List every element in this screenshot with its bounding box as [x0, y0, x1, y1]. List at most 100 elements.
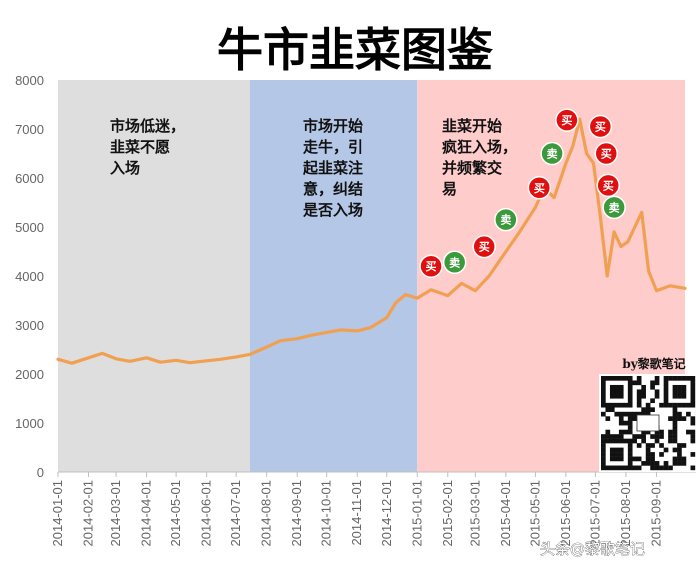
qr-module	[681, 389, 687, 395]
qr-module	[668, 416, 673, 421]
qr-module	[690, 380, 696, 386]
qr-module	[672, 425, 678, 430]
x-tick-label: 2015-05-01	[527, 480, 542, 547]
x-tick-label: 2014-11-01	[349, 480, 364, 546]
qr-module	[618, 434, 624, 439]
qr-module	[605, 438, 611, 444]
trade-badge	[472, 234, 496, 259]
zone-text-line: 疯狂入场，	[442, 138, 517, 156]
zone-text-line: 走牛，引	[303, 138, 363, 156]
qr-module	[668, 429, 673, 435]
qr-module	[677, 452, 682, 457]
qr-module	[609, 407, 615, 413]
qr-module	[601, 393, 606, 399]
x-tick-label: 2015-04-01	[498, 480, 513, 546]
qr-module	[623, 420, 629, 426]
qr-module	[609, 402, 615, 408]
qr-module	[690, 389, 696, 395]
x-tick-label: 2014-01-01	[50, 480, 65, 547]
y-tick-label: 4000	[15, 269, 44, 284]
qr-module	[623, 438, 629, 444]
x-tick-label: 2014-06-01	[199, 480, 214, 547]
qr-module	[686, 402, 691, 408]
qr-module	[636, 380, 642, 386]
qr-module	[601, 411, 606, 417]
x-tick-label: 2014-10-01	[319, 480, 334, 547]
chart-title: 牛市韭菜图鉴	[217, 23, 494, 77]
axes: 0 1000 2000 3000 4000 5000 6000 7000 8000 2014-01…	[15, 73, 696, 547]
qr-module	[672, 384, 678, 390]
qr-module	[614, 411, 620, 417]
x-tick-label: 2015-06-01	[558, 480, 573, 547]
qr-module	[672, 447, 678, 453]
qr-module	[672, 402, 678, 408]
zone-background	[58, 80, 250, 472]
y-tick-label: 2000	[15, 367, 44, 382]
x-tick-label: 2014-03-01	[108, 480, 123, 547]
qr-module	[632, 416, 638, 421]
qr-module	[690, 384, 696, 390]
qr-module	[663, 393, 669, 399]
trade-badge-label: 卖	[609, 200, 620, 214]
qr-module	[659, 443, 664, 448]
qr-module	[627, 447, 633, 453]
qr-module	[645, 443, 651, 448]
zone-text-line: 意，纠结	[303, 180, 363, 198]
qr-module	[690, 376, 696, 381]
qr-module	[654, 434, 660, 439]
qr-module	[641, 393, 646, 399]
qr-module	[618, 465, 624, 471]
qr-module	[672, 407, 678, 413]
qr-module	[650, 456, 655, 462]
x-tick-label: 2015-01-01	[409, 480, 424, 547]
qr-module	[601, 380, 606, 386]
qr-module	[627, 398, 633, 404]
qr-module	[632, 434, 638, 439]
qr-module	[668, 376, 673, 381]
qr-module	[654, 429, 660, 435]
qr-module	[663, 461, 669, 466]
trade-badge-label: 卖	[500, 213, 511, 227]
qr-module	[627, 420, 633, 426]
qr-module	[605, 434, 611, 439]
x-tick-label: 2015-08-01	[618, 480, 633, 547]
qr-module	[605, 416, 611, 421]
qr-module	[601, 447, 606, 453]
qr-module	[636, 443, 642, 448]
qr-module	[654, 438, 660, 444]
qr-module	[636, 411, 642, 417]
zone-text-line: 起韭菜注	[302, 159, 363, 177]
qr-module	[641, 438, 646, 444]
qr-module	[627, 416, 633, 421]
qr-module	[605, 429, 611, 435]
qr-module	[614, 384, 620, 390]
qr-module	[677, 416, 682, 421]
qr-module	[663, 376, 669, 381]
trade-badge	[527, 176, 552, 200]
trade-badge	[419, 254, 443, 278]
qr-module	[636, 393, 642, 399]
qr-module	[681, 376, 687, 381]
y-tick-label: 1000	[15, 416, 44, 431]
qr-module	[690, 429, 696, 435]
trade-badge-label: 卖	[449, 255, 460, 269]
qr-module	[627, 393, 633, 399]
qr-module	[636, 434, 642, 439]
qr-module	[645, 411, 651, 417]
qr-module	[677, 411, 682, 417]
trade-badge	[588, 114, 613, 139]
qr-module	[601, 376, 606, 381]
qr-module	[654, 389, 660, 395]
y-tick-label: 5000	[15, 220, 44, 235]
zone-background	[249, 80, 418, 472]
qr-module	[645, 407, 651, 413]
zone-text-line: 市场低迷，	[110, 117, 185, 135]
qr-module	[672, 393, 678, 399]
qr-module	[614, 389, 620, 395]
qr-module	[681, 443, 687, 448]
zone-text-line: 并频繁交	[442, 159, 502, 177]
qr-module	[672, 420, 678, 426]
qr-module	[672, 434, 678, 439]
qr-module	[601, 402, 606, 408]
credit-label: by黎歌笔记	[622, 356, 685, 371]
